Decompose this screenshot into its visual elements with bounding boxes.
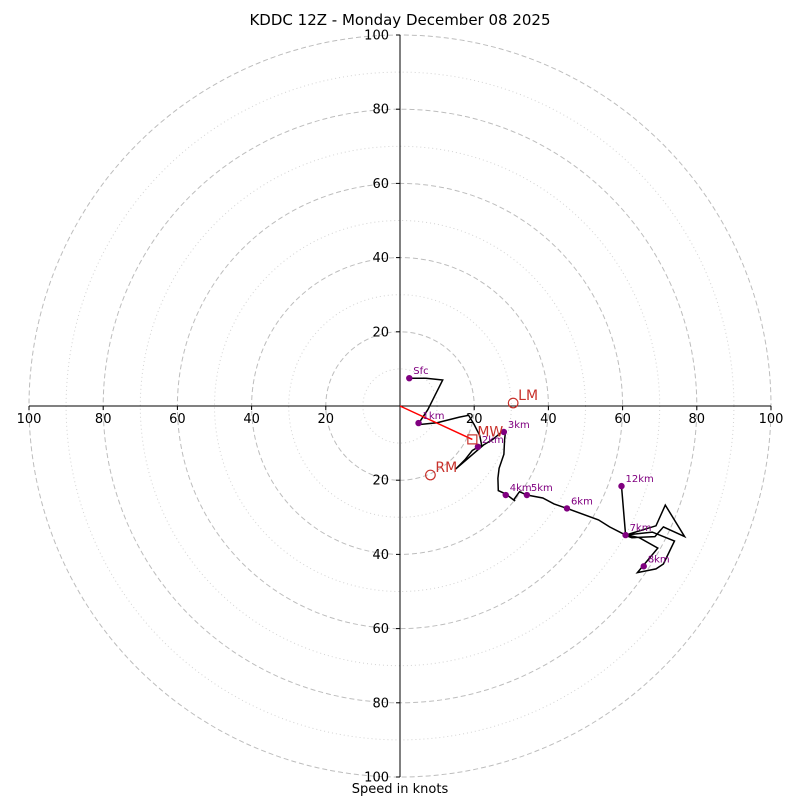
height-label-3km: 3km	[508, 420, 530, 431]
height-label-4km: 4km	[510, 483, 532, 494]
height-label-5km: 5km	[531, 483, 553, 494]
x-tick-label: 20	[466, 412, 483, 427]
x-axis-label: Speed in knots	[351, 782, 449, 797]
height-label-7km: 7km	[630, 523, 652, 534]
x-tick-label: 100	[759, 412, 784, 427]
x-tick-label: 60	[614, 412, 631, 427]
x-tick-label: 80	[95, 412, 112, 427]
y-tick-label: 100	[364, 771, 389, 786]
y-tick-label: 40	[372, 548, 389, 563]
height-markers: Sfc 1km 2km 3km 4km 5km 6km 7km 8km 12km	[406, 366, 670, 570]
y-tick-label: 80	[372, 103, 389, 118]
mean-wind-marker	[467, 434, 478, 445]
rm-label: RM	[435, 460, 457, 476]
height-marker-4km	[502, 491, 509, 499]
height-label-8km: 8km	[648, 554, 670, 565]
x-tick-label: 20	[318, 412, 335, 427]
height-marker-1km	[415, 419, 422, 427]
height-marker-7km	[622, 531, 629, 539]
hodograph-line	[409, 377, 687, 574]
height-label-12km: 12km	[625, 474, 653, 485]
y-tick-label: 20	[372, 325, 389, 340]
y-tick-label: 60	[372, 177, 389, 192]
y-tick-label: 100	[364, 29, 389, 44]
height-marker-3km	[500, 428, 508, 436]
y-tick-label: 80	[372, 696, 389, 711]
mw-label: MW	[477, 424, 503, 440]
mean-wind-line	[399, 405, 473, 441]
mean-wind-vector	[399, 405, 473, 441]
height-marker-6km	[563, 505, 571, 512]
height-marker-12km	[618, 482, 625, 490]
y-tick-label: 20	[372, 474, 389, 489]
y-tick-label: 40	[372, 251, 389, 266]
y-tick-label: 60	[372, 622, 389, 637]
x-tick-label: 40	[243, 412, 260, 427]
lm-marker	[507, 397, 519, 409]
hodograph-trace	[409, 377, 687, 574]
height-marker-2km	[474, 443, 482, 451]
lm-label: LM	[518, 388, 538, 404]
tick-labels: 100 80 60 40 20 20 40 60 80 100 100 80 60 40 20 20 40 60 8…	[17, 29, 784, 786]
x-tick-label: 60	[169, 412, 186, 427]
height-label-6km: 6km	[571, 496, 593, 507]
height-label-2km: 2km	[482, 435, 504, 446]
x-tick-label: 40	[540, 412, 557, 427]
height-marker-5km	[523, 491, 531, 499]
x-tick-label: 80	[689, 412, 706, 427]
storm-motion-markers: LM RM MW	[425, 388, 538, 481]
height-label-sfc: Sfc	[413, 366, 428, 377]
rm-marker	[425, 469, 436, 481]
height-marker-sfc	[406, 374, 413, 382]
height-marker-8km	[640, 563, 647, 570]
x-tick-label: 100	[17, 412, 42, 427]
height-label-1km: 1km	[423, 411, 445, 422]
chart-title: KDDC 12Z - Monday December 08 2025	[249, 11, 551, 29]
